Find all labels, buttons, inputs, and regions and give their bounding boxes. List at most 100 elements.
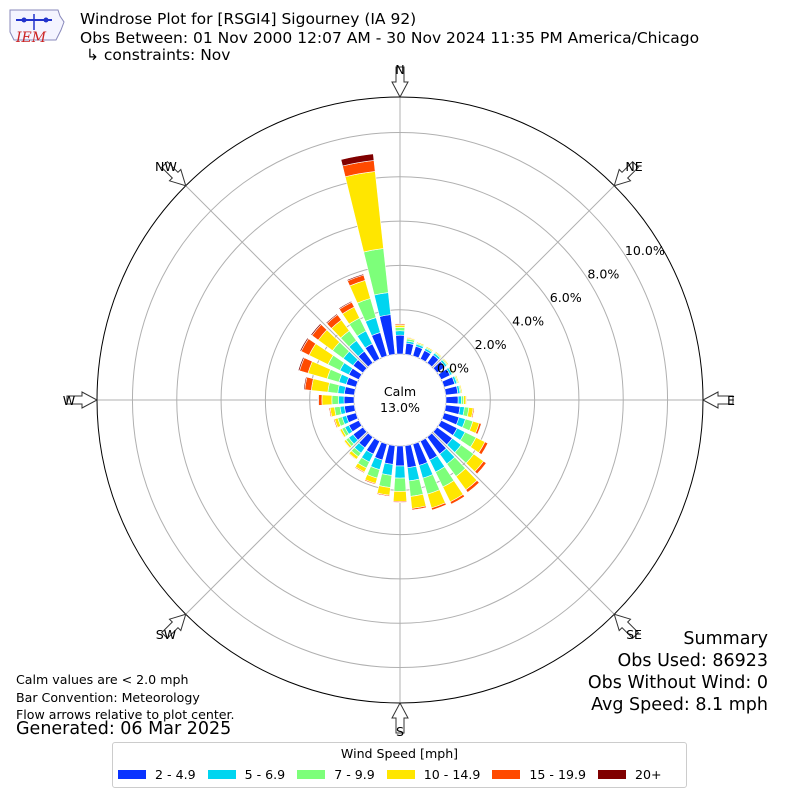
legend-item: 7 - 9.9 — [297, 767, 375, 782]
arrow-shape — [160, 160, 187, 187]
direction-arrow-icon — [160, 160, 187, 187]
legend-item: 10 - 14.9 — [386, 767, 481, 782]
wind-bar-segment — [332, 418, 338, 429]
arrow-shape — [701, 391, 734, 409]
legend: Wind Speed [mph] 2 - 4.9 5 - 6.9 7 - 9.9… — [112, 742, 687, 788]
direction-arrow-icon — [613, 613, 640, 640]
legend-swatch — [297, 770, 326, 779]
wind-bar-segment — [476, 462, 488, 475]
wind-bar-segment — [465, 395, 467, 405]
radial-tick-label: 2.0% — [475, 337, 507, 352]
legend-item: 20+ — [598, 767, 662, 782]
bar-convention-note: Bar Convention: Meteorology — [16, 689, 200, 705]
direction-label: SW — [156, 627, 177, 642]
wind-bar-segment — [310, 323, 322, 336]
legend-swatch — [207, 770, 236, 779]
wind-bar-segment — [425, 345, 434, 351]
wind-bar-segment — [444, 404, 461, 415]
wind-bar-segment — [477, 423, 482, 435]
summary-title: Summary — [683, 629, 768, 649]
wind-bar-segment — [444, 385, 459, 396]
legend-items: 2 - 4.9 5 - 6.9 7 - 9.9 10 - 14.9 15 - 1… — [118, 767, 674, 782]
obs-without-wind: Obs Without Wind: 0 — [587, 673, 768, 693]
direction-label: S — [396, 724, 404, 739]
obs-used: Obs Used: 86923 — [617, 651, 769, 671]
grid-spoke — [185, 185, 368, 368]
wind-bar-segment — [340, 153, 375, 167]
wind-bar-segment — [376, 493, 390, 497]
legend-title: Wind Speed [mph] — [340, 746, 459, 761]
iowa-map-icon: IEM — [9, 9, 65, 46]
direction-arrow-icon — [701, 391, 734, 409]
legend-label: 5 - 6.9 — [244, 767, 286, 782]
wind-bar-segment — [378, 473, 393, 488]
wind-bar-segment — [344, 386, 356, 396]
wind-bar-segment — [344, 404, 356, 414]
direction-arrow-icon — [391, 66, 409, 99]
wind-bar-segment — [472, 407, 475, 419]
wind-bar-segment — [338, 395, 345, 405]
wind-bar-segment — [407, 465, 420, 482]
legend-label: 10 - 14.9 — [423, 767, 481, 782]
calm-circle — [355, 355, 445, 445]
legend-swatch — [598, 770, 627, 779]
arrow-shape — [391, 66, 409, 99]
wind-bar-segment — [354, 467, 365, 474]
arrow-shape — [613, 613, 640, 640]
chart-title: Windrose Plot for [RSGI4] Sigourney (IA … — [80, 10, 417, 28]
wind-bar-segment — [445, 395, 459, 405]
legend-item: 15 - 19.9 — [492, 767, 586, 782]
wind-bar-segment — [416, 341, 425, 346]
wind-bar-segment — [457, 395, 462, 405]
arrow-shape — [66, 391, 99, 409]
wind-bar-segment — [348, 452, 357, 461]
wind-bar-segment — [310, 378, 330, 393]
wind-bar-segment — [338, 429, 345, 439]
direction-label: N — [395, 62, 404, 77]
wind-bar-segment — [343, 440, 351, 449]
wind-bar-segment — [392, 490, 408, 502]
wind-bar-segment — [449, 365, 455, 374]
wind-bar-segment — [317, 394, 320, 406]
direction-arrow-icon — [160, 613, 187, 640]
wind-bar-segment — [411, 507, 427, 511]
calm-label: Calm — [384, 384, 416, 399]
wind-bar-segment — [318, 394, 323, 406]
legend-swatch — [492, 770, 521, 779]
wind-bar-segment — [395, 445, 405, 467]
wind-bar-segment — [406, 336, 416, 339]
radial-tick-label: 10.0% — [625, 243, 665, 258]
wind-bar-segment — [467, 482, 481, 494]
wind-bar-segment — [303, 376, 308, 390]
direction-label: W — [63, 393, 76, 408]
wind-bar-segment — [460, 384, 464, 394]
wind-bar-segment — [338, 300, 353, 310]
radial-tick-label: 0.0% — [437, 361, 469, 376]
direction-label: SE — [626, 627, 642, 642]
wind-bar-segment — [481, 442, 489, 456]
iem-logo: IEM — [6, 6, 66, 50]
wind-bar-segment — [299, 337, 309, 352]
legend-label: 20+ — [635, 767, 662, 782]
wind-bar-segment — [435, 350, 443, 357]
legend-swatch — [118, 770, 146, 779]
legend-label: 2 - 4.9 — [155, 767, 196, 782]
arrow-shape — [160, 613, 187, 640]
wind-bar-segment — [408, 478, 424, 497]
wind-bar-segment — [443, 357, 450, 365]
wind-bar-segment — [344, 171, 384, 253]
wind-bar-segment — [395, 330, 405, 336]
wind-bar-segment — [455, 374, 460, 384]
calm-note: Calm values are < 2.0 mph — [16, 672, 189, 687]
wind-bar-segment — [363, 480, 376, 486]
wind-bar-segment — [327, 382, 340, 394]
wind-bar-segment — [393, 477, 407, 492]
wind-bar-segment — [343, 395, 355, 405]
constraints-label: ↳ constraints: Nov — [86, 46, 231, 64]
legend-item: 5 - 6.9 — [207, 767, 286, 782]
legend-label: 15 - 19.9 — [529, 767, 587, 782]
radial-tick-label: 8.0% — [587, 267, 619, 282]
arrow-shape — [391, 701, 409, 734]
